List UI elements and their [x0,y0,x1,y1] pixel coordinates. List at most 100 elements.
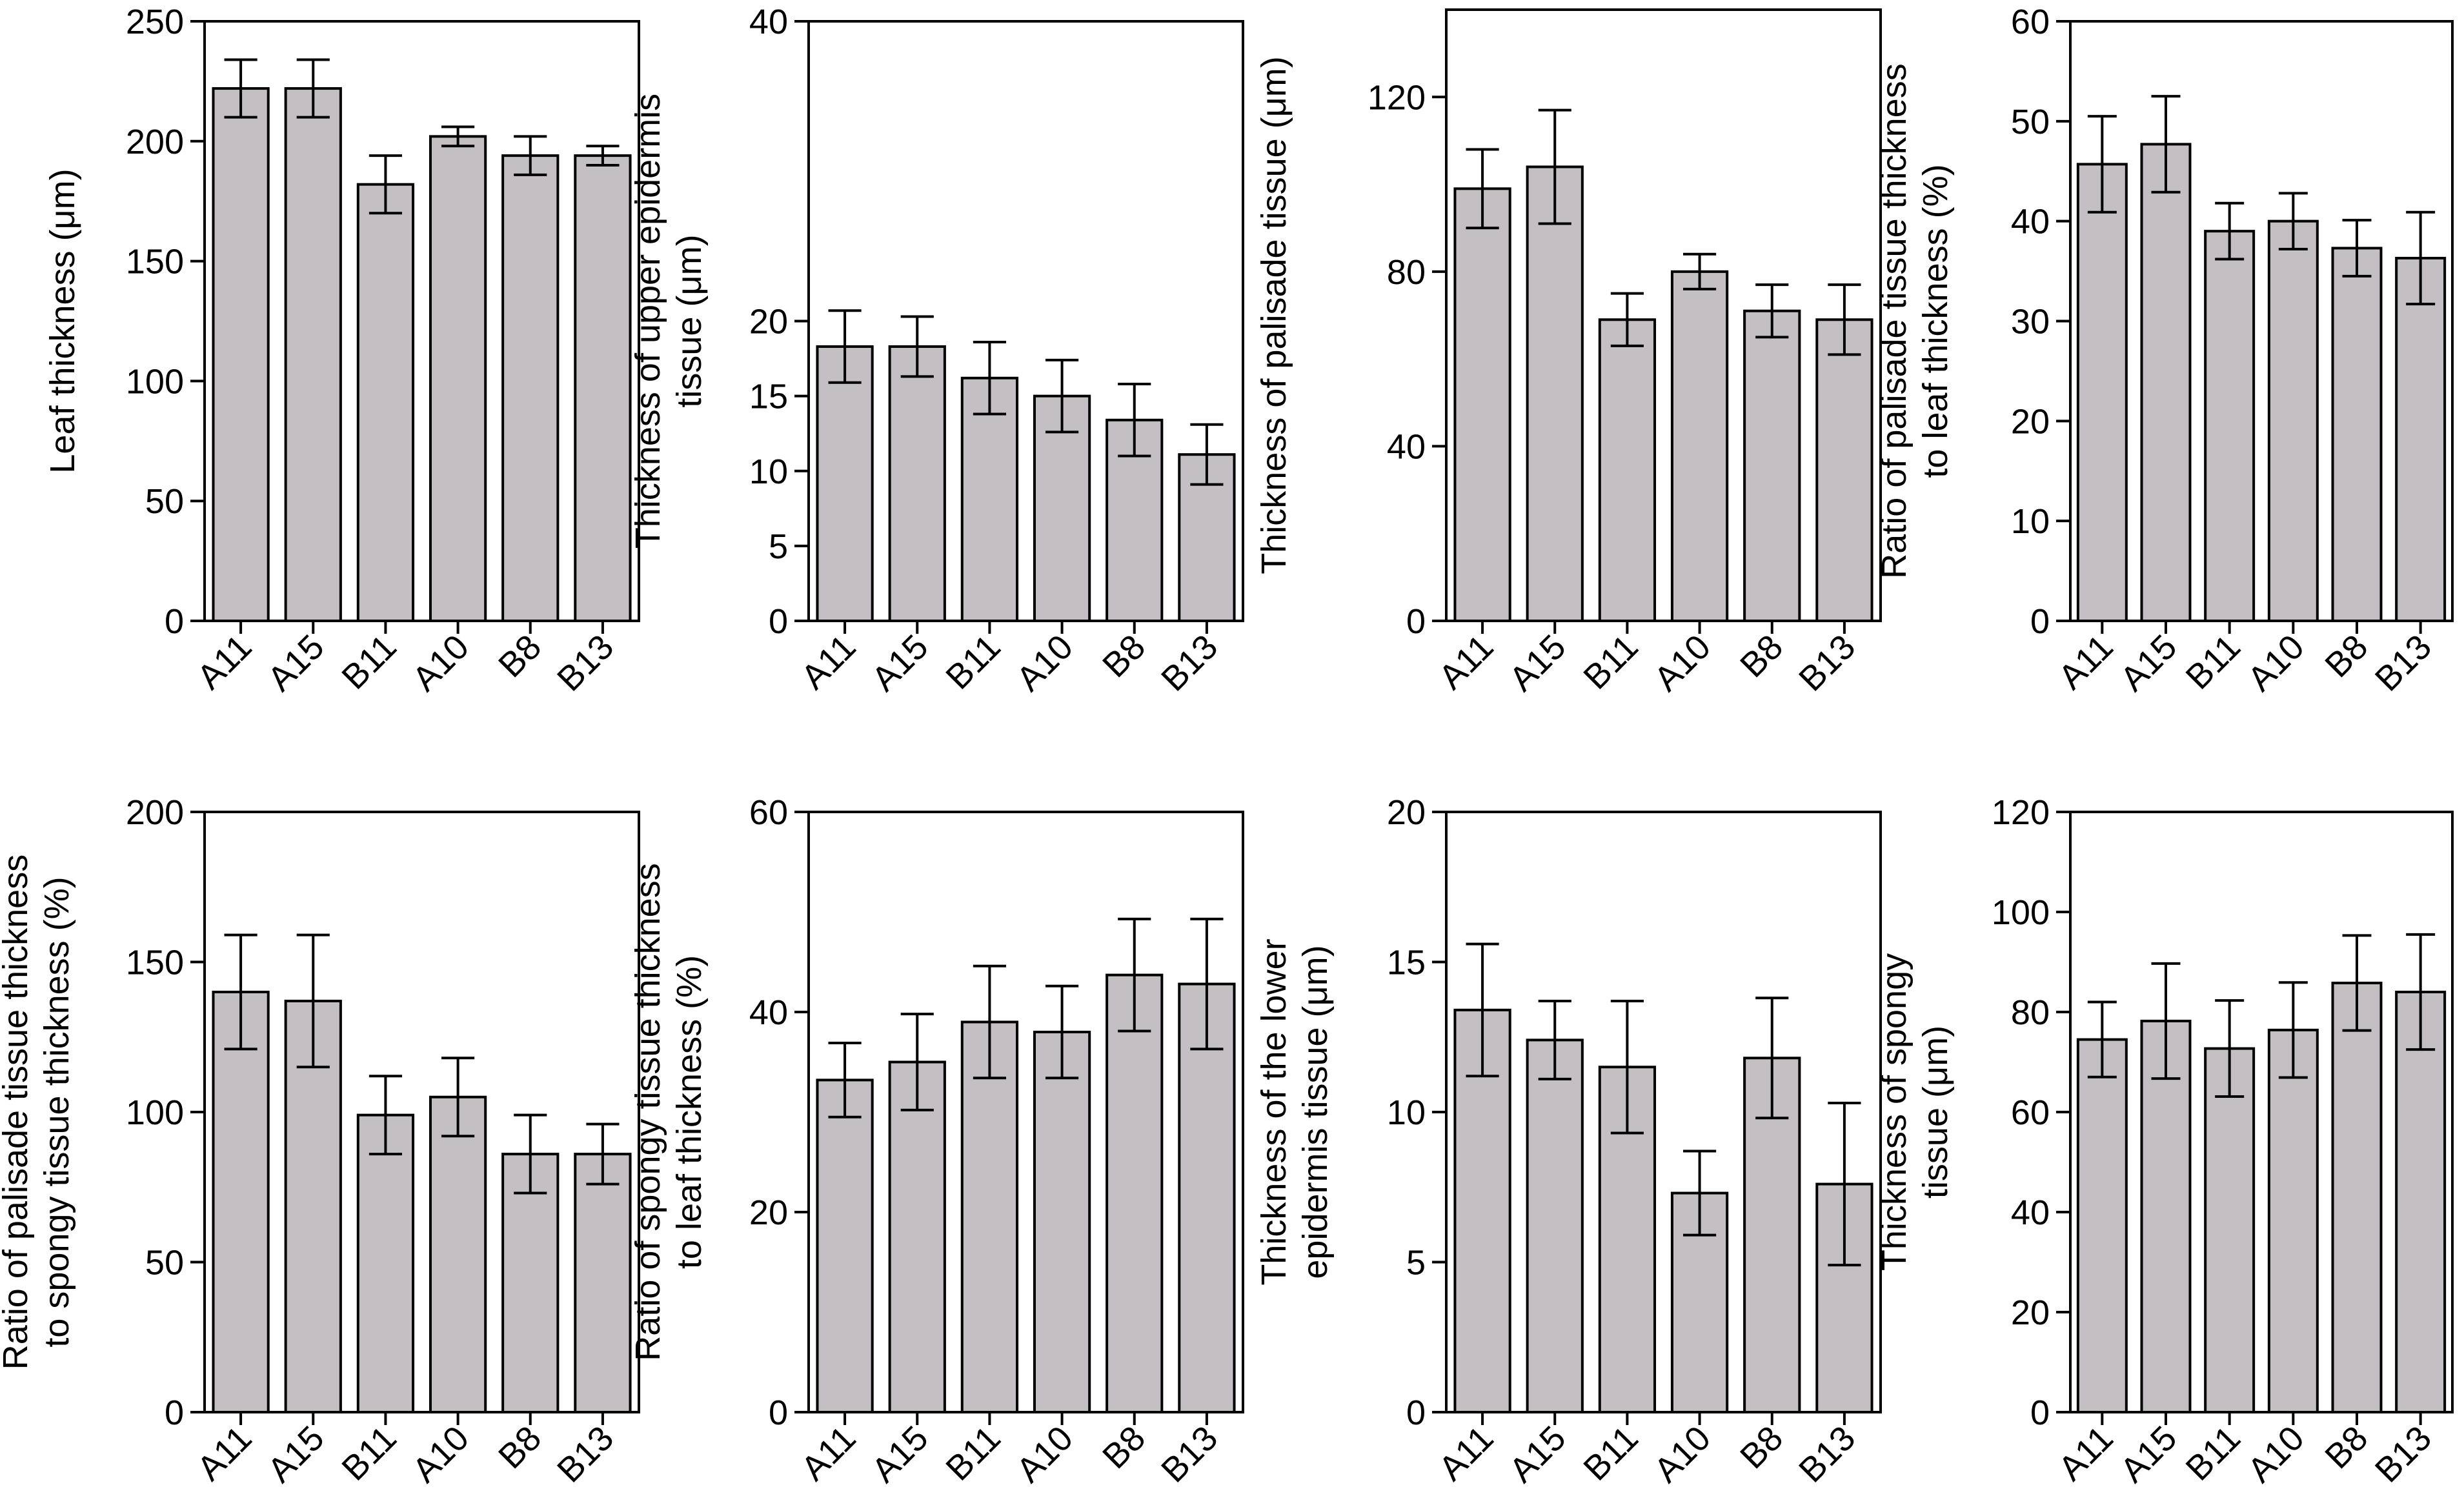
error-bar-B8 [514,135,547,176]
error-bar-B13 [1190,423,1224,486]
error-bar-B8 [1118,917,1151,1033]
y-tick-label: 0 [2030,602,2050,641]
error-bar-A10 [1683,252,1717,290]
bar-A15 [284,999,342,1413]
x-tick-label-A10: A10 [2240,627,2311,698]
x-tick-label-A11: A11 [190,627,259,697]
x-tick-label-A15: A15 [864,1419,935,1490]
y-tick-label: 5 [769,527,788,566]
y-axis-label-line: to leaf thickness (%) [670,955,709,1269]
x-tick-label-B13: B13 [1154,1419,1225,1490]
bar-B13 [574,1153,632,1413]
y-tick-label: 0 [165,1393,184,1432]
bar-A15 [284,87,342,623]
error-bar-A10 [441,125,475,148]
error-bar-A10 [1045,984,1079,1080]
y-tick-label: 40 [749,993,788,1032]
bar-A15 [1526,1038,1584,1413]
error-bar-A10 [1045,358,1079,434]
y-tick-label: 20 [2011,402,2050,441]
error-bar-B13 [586,1122,620,1186]
error-bar-A10 [2278,981,2308,1079]
y-tick-label: 0 [2030,1393,2050,1432]
y-axis-label-line: Thickness of palisade tissue (μm) [1255,56,1293,574]
y-tick-label: 40 [749,3,788,41]
y-axis-label: Ratio of spongy tissue thicknessto leaf … [629,863,709,1361]
x-tick-label-A15: A15 [2113,627,2184,698]
error-bar-A11 [828,1042,862,1118]
chart-panel-1: 0 50 100 150 200 250 A11 A15 B11 A10 B8 B13 Leaf thi… [43,3,640,698]
chart-panel-3: 0 40 80 120 A11 A15 B11 A10 B8 B13 Thickness of pa… [1255,8,1882,698]
y-tick-label: 50 [145,1244,184,1282]
y-tick-label: 10 [1387,1093,1426,1132]
plot-frame [807,20,1244,622]
error-bar-A11 [224,58,258,119]
error-bar-B11 [973,964,1006,1080]
y-tick-label: 40 [1387,427,1426,466]
x-tick-label-B11: B11 [938,627,1008,697]
x-tick-label-B11: B11 [1576,627,1646,697]
y-axis-label: Ratio of palisade tissue thicknessto lea… [1875,63,1955,578]
error-bar-B13 [1828,1102,1861,1267]
bar-A15 [888,345,946,622]
y-tick-label: 60 [2011,3,2050,41]
chart-panel-2: 0 5 10 15 20 40 A11 A15 B11 A10 B8 B13 Thickness of … [629,3,1244,698]
bar-A11 [816,1078,874,1413]
x-tick-label-B8: B8 [1733,1419,1790,1476]
y-tick-label: 0 [769,1393,788,1432]
bar-B13 [1178,982,1236,1413]
y-axis-label-line: tissue (μm) [1916,1026,1955,1199]
error-bar-A15 [900,1013,934,1111]
error-bar-A15 [1538,108,1571,225]
x-tick-label-B13: B13 [1154,627,1225,698]
x-tick-label-B8: B8 [491,627,549,685]
error-bar-B13 [1828,283,1861,356]
bar-B11 [2204,230,2256,622]
x-tick-label-B8: B8 [1733,627,1790,685]
x-tick-label-B13: B13 [2368,627,2439,698]
x-tick-label-B8: B8 [2318,627,2375,685]
y-tick-label: 5 [1406,1244,1426,1282]
y-tick-label: 20 [749,303,788,341]
y-axis-label: Thickness of the lowerepidermis tissue (… [1255,938,1335,1285]
x-tick-label-B8: B8 [1095,1419,1153,1476]
error-bar-A11 [1466,942,1499,1078]
bar-A11 [2076,1038,2128,1413]
x-tick-label-B11: B11 [334,1419,404,1488]
bar-B13 [2395,256,2447,622]
x-tick-label-A10: A10 [1647,1419,1718,1490]
bar-B11 [960,376,1019,622]
x-tick-label-B13: B13 [550,627,621,698]
plot-frame [203,20,640,622]
bar-A10 [429,1095,487,1413]
error-bar-A15 [296,933,330,1069]
bar-A10 [1670,270,1729,623]
bar-B13 [1815,318,1873,622]
y-axis-label-line: Leaf thickness (μm) [43,168,82,473]
y-tick-label: 40 [2011,203,2050,241]
bar-B11 [356,1113,415,1414]
error-bar-B8 [1755,283,1789,339]
y-tick-label: 120 [1368,78,1426,117]
y-tick-label: 150 [126,243,184,281]
x-tick-label-B13: B13 [2368,1419,2439,1490]
y-tick-label: 250 [126,3,184,41]
error-bar-A15 [1538,999,1571,1080]
error-bar-B11 [2215,201,2245,261]
x-tick-label-B11: B11 [938,1419,1008,1488]
error-bar-A10 [2278,192,2308,251]
x-tick-label-A10: A10 [1647,627,1718,698]
bar-B8 [1743,309,1801,622]
y-tick-label: 20 [2011,1293,2050,1332]
error-bar-A15 [2151,95,2181,194]
y-tick-label: 40 [2011,1193,2050,1232]
bar-B11 [2204,1047,2256,1413]
x-tick-label-A11: A11 [794,627,863,697]
bar-B11 [960,1020,1019,1413]
x-tick-label-B11: B11 [334,627,404,697]
error-bar-B8 [2342,219,2372,278]
y-tick-label: 0 [1406,602,1426,641]
bar-A11 [1453,187,1511,623]
